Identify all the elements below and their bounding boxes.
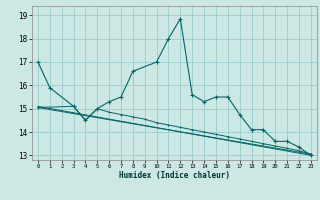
X-axis label: Humidex (Indice chaleur): Humidex (Indice chaleur)	[119, 171, 230, 180]
